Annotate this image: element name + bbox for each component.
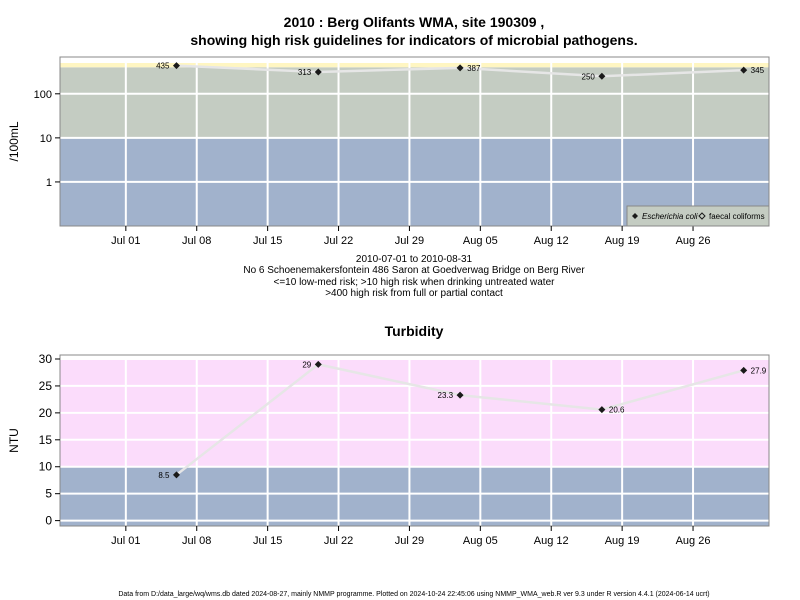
data-point [740, 66, 748, 74]
y-tick-label: 25 [39, 379, 53, 393]
legend-ecoli-label: Escherichia coli [642, 212, 698, 221]
legend-faecal-marker [698, 212, 706, 220]
y-tick-label: 10 [40, 133, 52, 145]
data-point [456, 391, 464, 399]
y-axis-label: /100mL [7, 121, 21, 161]
y-tick-label: 15 [39, 433, 53, 447]
chart-title-line1: 2010 : Berg Olifants WMA, site 190309 , [284, 14, 545, 30]
guideline-contact-text: >400 high risk from full or partial cont… [325, 288, 503, 299]
data-point [314, 68, 322, 76]
microbial-panel: 1 10 100 Jul 01 Jul 08 Jul 15 Jul 22 Jul 29 Aug … [7, 56, 770, 247]
x-tick-label: Aug 05 [463, 235, 498, 247]
x-tick-label: Jul 15 [253, 235, 282, 247]
x-tick-label: Jul 22 [324, 535, 353, 547]
panel-frame [59, 56, 770, 227]
x-tick-label: Jul 08 [182, 235, 211, 247]
risk-band-2 [60, 63, 769, 68]
data-point [172, 62, 180, 70]
data-point [314, 360, 322, 368]
x-tick-label: Jul 01 [111, 535, 140, 547]
data-label: 20.6 [609, 406, 625, 415]
y-tick-label: 5 [45, 487, 52, 501]
data-point [456, 64, 464, 72]
x-tick-label: Jul 29 [395, 535, 424, 547]
x-tick-label: Aug 19 [605, 235, 640, 247]
turbidity-title: Turbidity [385, 323, 444, 339]
legend-box [626, 205, 770, 227]
data-label: 8.5 [158, 471, 170, 480]
legend-ecoli-marker [632, 213, 638, 219]
x-tick-label: Aug 05 [463, 535, 498, 547]
site-name-text: No 6 Schoenemakersfontein 486 Saron at G… [243, 265, 585, 276]
y-tick-label: 30 [39, 352, 53, 366]
data-label: 313 [298, 68, 312, 77]
data-label: 250 [582, 72, 596, 81]
legend-faecal-label: faecal coliforms [709, 212, 765, 221]
data-point [740, 366, 748, 374]
date-range-text: 2010-07-01 to 2010-08-31 [356, 254, 473, 265]
data-point [598, 406, 606, 414]
risk-band-1 [60, 67, 769, 138]
legend: Escherichia coli faecal coliforms [626, 205, 770, 227]
data-label: 387 [467, 64, 481, 73]
x-tick-label: Jul 08 [182, 535, 211, 547]
chart-title-line2: showing high risk guidelines for indicat… [190, 32, 637, 48]
y-tick-label: 0 [45, 514, 52, 528]
y-tick-label: 10 [39, 460, 53, 474]
x-tick-label: Aug 19 [605, 535, 640, 547]
x-tick-label: Jul 01 [111, 235, 140, 247]
x-tick-label: Aug 26 [676, 235, 711, 247]
x-tick-label: Aug 26 [676, 535, 711, 547]
x-tick-label: Jul 29 [395, 235, 424, 247]
data-label: 345 [751, 66, 765, 75]
data-point [172, 471, 180, 479]
data-label: 29 [302, 360, 311, 369]
data-label: 27.9 [751, 366, 767, 375]
y-tick-label: 100 [34, 89, 52, 101]
x-tick-label: Aug 12 [534, 535, 569, 547]
data-point [598, 72, 606, 80]
y-axis-label: NTU [7, 428, 21, 453]
turbidity-panel: 0 5 10 15 20 25 30 Jul 01 Jul 08 Jul 15 Jul 22 Jul … [7, 352, 770, 547]
y-tick-label: 20 [39, 406, 53, 420]
data-label: 23.3 [438, 391, 454, 400]
data-label: 435 [156, 62, 170, 71]
x-tick-label: Aug 12 [534, 235, 569, 247]
footer-note: Data from D:/data_large/wq/wms.db dated … [118, 591, 709, 598]
x-tick-label: Jul 15 [253, 535, 282, 547]
guideline-drinking-text: <=10 low-med risk; >10 high risk when dr… [274, 277, 556, 288]
y-tick-label: 1 [46, 177, 52, 189]
panel-frame [59, 354, 770, 527]
x-tick-label: Jul 22 [324, 235, 353, 247]
